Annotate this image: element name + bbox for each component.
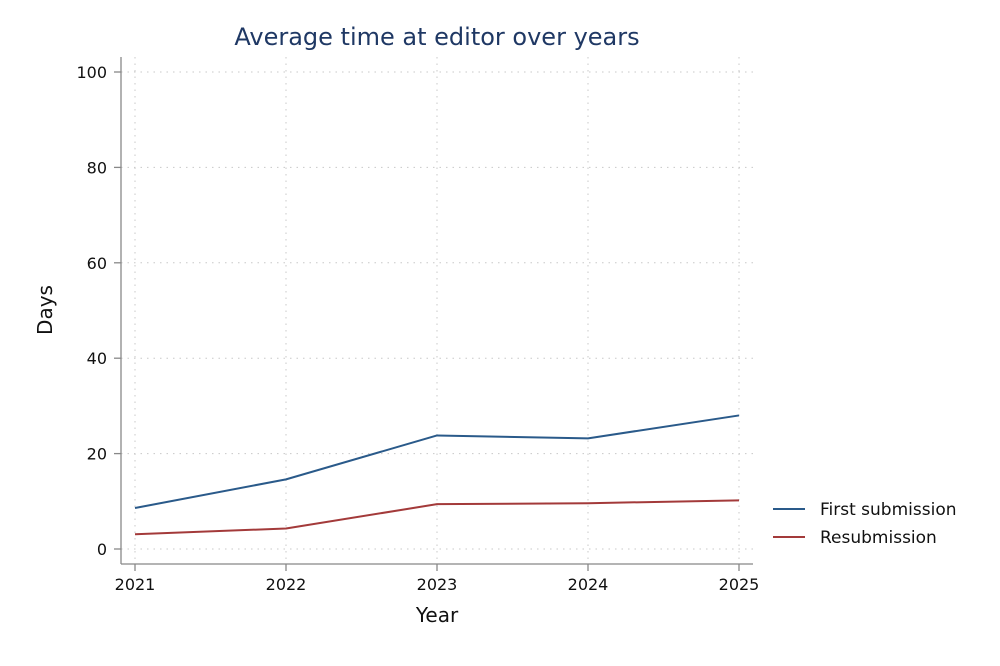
- x-tick-label: 2022: [266, 575, 307, 594]
- data-point: [738, 499, 740, 501]
- data-point: [738, 414, 740, 416]
- x-axis-label: Year: [415, 603, 459, 627]
- y-tick-label: 40: [87, 349, 107, 368]
- data-point: [587, 437, 589, 439]
- x-tick-label: 2023: [417, 575, 458, 594]
- data-point: [587, 502, 589, 504]
- y-tick-label: 60: [87, 254, 107, 273]
- series-lines: [134, 414, 740, 536]
- series-line-first-submission: [134, 414, 740, 509]
- y-tick-label: 0: [97, 540, 107, 559]
- legend-label: First submission: [820, 500, 957, 520]
- y-axis-label: Days: [33, 285, 57, 335]
- y-ticks: 0 20 40 60 80 100: [76, 63, 121, 559]
- chart-title: Average time at editor over years: [234, 23, 639, 51]
- y-tick-label: 20: [87, 445, 107, 464]
- data-point: [436, 503, 438, 505]
- series-line-resubmission: [134, 499, 740, 536]
- gridlines: [121, 57, 753, 564]
- data-point: [134, 533, 136, 535]
- data-point: [134, 507, 136, 509]
- y-tick-label: 100: [76, 63, 107, 82]
- y-tick-label: 80: [87, 158, 107, 177]
- data-point: [285, 478, 287, 480]
- x-tick-label: 2024: [568, 575, 609, 594]
- data-point: [436, 434, 438, 436]
- data-point: [285, 527, 287, 529]
- x-tick-label: 2025: [719, 575, 760, 594]
- legend: First submission Resubmission: [773, 500, 957, 548]
- x-tick-label: 2021: [115, 575, 156, 594]
- legend-label: Resubmission: [820, 528, 937, 548]
- x-ticks: 2021 2022 2023 2024 2025: [115, 564, 760, 594]
